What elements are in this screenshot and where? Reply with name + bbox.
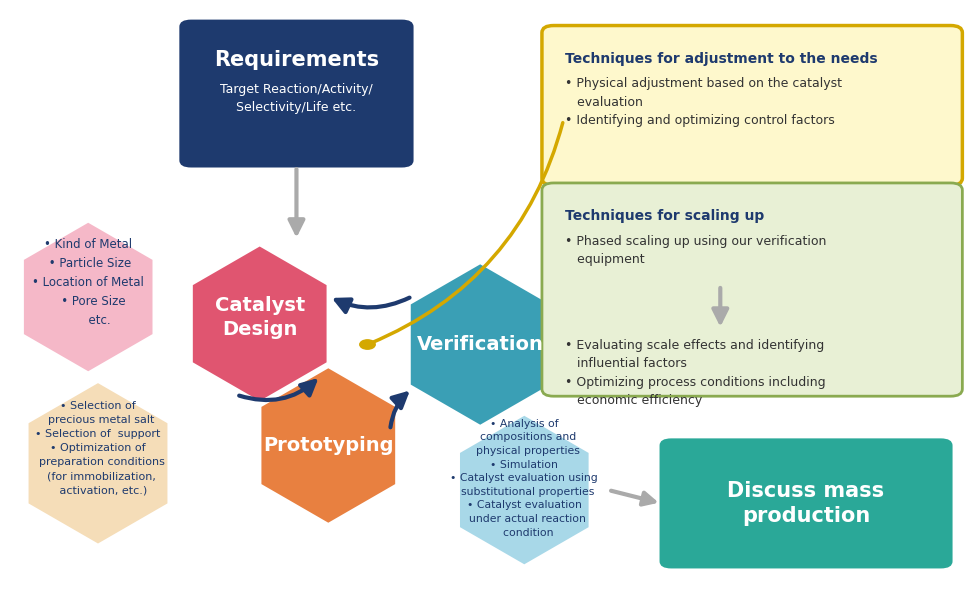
FancyBboxPatch shape <box>179 20 414 168</box>
Text: Verification: Verification <box>416 335 544 354</box>
Polygon shape <box>24 223 153 371</box>
Text: Discuss mass
production: Discuss mass production <box>727 481 885 526</box>
Circle shape <box>360 340 375 349</box>
Text: • Kind of Metal
 • Particle Size
• Location of Metal
   • Pore Size
      etc.: • Kind of Metal • Particle Size • Locati… <box>32 238 144 327</box>
Polygon shape <box>460 416 589 564</box>
Text: Techniques for scaling up: Techniques for scaling up <box>565 209 764 223</box>
Text: • Physical adjustment based on the catalyst
   evaluation
• Identifying and opti: • Physical adjustment based on the catal… <box>565 77 843 127</box>
Text: Target Reaction/Activity/
Selectivity/Life etc.: Target Reaction/Activity/ Selectivity/Li… <box>220 83 372 114</box>
Text: • Analysis of
  compositions and
  physical properties
• Simulation
• Catalyst e: • Analysis of compositions and physical … <box>451 419 598 538</box>
Text: Techniques for adjustment to the needs: Techniques for adjustment to the needs <box>565 52 878 66</box>
Text: • Evaluating scale effects and identifying
   influential factors
• Optimizing p: • Evaluating scale effects and identifyi… <box>565 339 826 407</box>
Text: Catalyst
Design: Catalyst Design <box>215 296 305 339</box>
Text: • Phased scaling up using our verification
   equipment: • Phased scaling up using our verificati… <box>565 235 827 266</box>
Polygon shape <box>193 247 326 401</box>
Text: • Selection of
  precious metal salt
• Selection of  support
• Optimization of
 : • Selection of precious metal salt • Sel… <box>31 402 165 495</box>
FancyBboxPatch shape <box>542 183 962 396</box>
Text: Prototyping: Prototyping <box>263 436 394 455</box>
Polygon shape <box>262 368 395 523</box>
FancyArrowPatch shape <box>370 123 563 343</box>
Text: Requirements: Requirements <box>214 50 379 71</box>
Polygon shape <box>28 383 168 544</box>
FancyBboxPatch shape <box>542 26 962 185</box>
Polygon shape <box>411 264 550 425</box>
FancyBboxPatch shape <box>660 438 953 568</box>
